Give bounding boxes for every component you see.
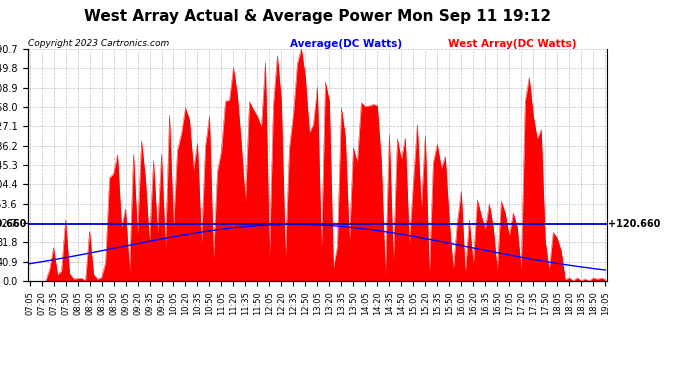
Text: Average(DC Watts): Average(DC Watts) [290, 39, 402, 50]
Text: +120.660: +120.660 [0, 219, 26, 229]
Text: +120.660: +120.660 [609, 219, 661, 229]
Text: West Array(DC Watts): West Array(DC Watts) [448, 39, 577, 50]
Text: West Array Actual & Average Power Mon Sep 11 19:12: West Array Actual & Average Power Mon Se… [84, 9, 551, 24]
Text: Copyright 2023 Cartronics.com: Copyright 2023 Cartronics.com [28, 39, 169, 48]
